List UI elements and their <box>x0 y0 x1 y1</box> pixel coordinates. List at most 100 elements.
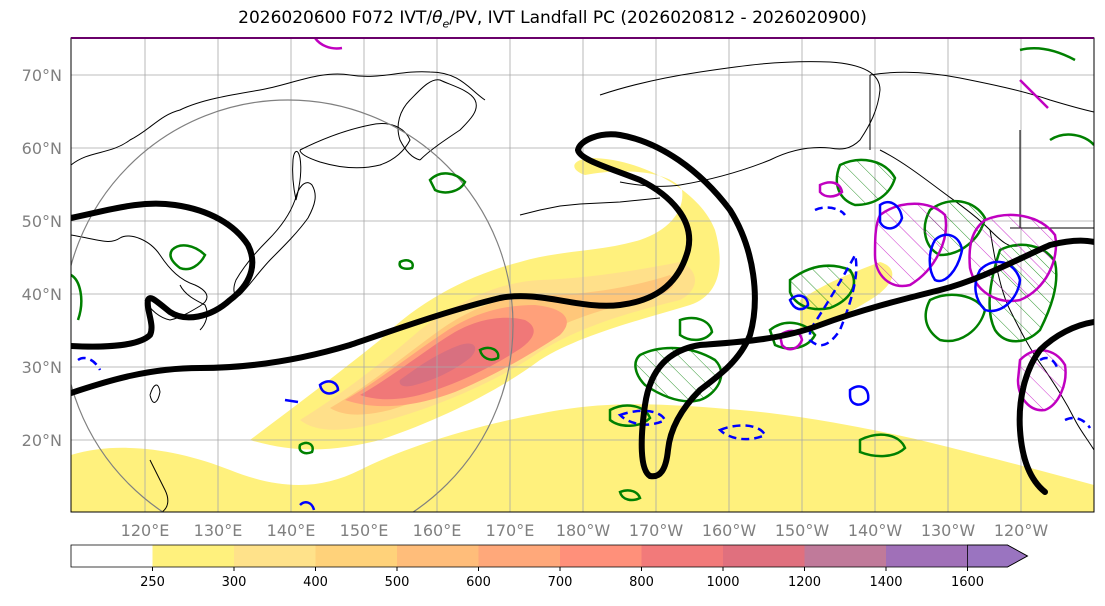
pv-contour-west <box>71 200 256 350</box>
pv-contour-main <box>71 131 1094 480</box>
colorbar-swatch <box>641 545 723 567</box>
blue-contour-dashed-5 <box>77 356 102 371</box>
map-title: 2026020600 F072 IVT/θe/PV, IVT Landfall … <box>238 8 867 31</box>
asia-interior <box>71 234 208 321</box>
ivt-shading <box>71 158 1094 512</box>
blue-contour-1 <box>878 201 904 230</box>
alaska-coast <box>599 61 881 187</box>
korea-coast <box>179 284 208 331</box>
green-contour-4 <box>678 316 714 342</box>
colorbar-tick-label: 300 <box>222 575 247 590</box>
lat-label-40: 40°N <box>22 285 62 304</box>
green-contour-15 <box>478 346 500 361</box>
colorbar-tick-labels: 250 300 400 500 600 700 800 1000 1200 1400 1600 <box>140 567 984 590</box>
lon-label-140e: 140°E <box>267 521 316 540</box>
blue-contour-2 <box>928 233 964 283</box>
green-contour-16 <box>618 489 642 502</box>
colorbar-swatches <box>70 544 1029 568</box>
green-contour-2 <box>428 172 467 194</box>
colorbar-tick-label: 600 <box>466 575 491 590</box>
magenta-contour-5 <box>818 181 844 198</box>
colorbar-swatch <box>886 545 968 567</box>
lon-label-140w: 140°W <box>848 521 903 540</box>
green-contour-11 <box>1049 133 1094 146</box>
blue-contour-3 <box>974 260 1022 313</box>
lon-label-120w: 120°W <box>994 521 1049 540</box>
lon-label-130w: 130°W <box>921 521 976 540</box>
green-contour-1 <box>169 244 207 271</box>
colorbar-swatch <box>723 545 805 567</box>
colorbar-tick-label: 250 <box>140 575 165 590</box>
radius-circle <box>71 99 514 512</box>
green-contour-12 <box>1019 47 1076 62</box>
sakhalin-coast <box>292 151 302 201</box>
magenta-contour-1 <box>873 202 948 288</box>
lon-label-130e: 130°E <box>194 521 243 540</box>
colorbar-tick-label: 1400 <box>869 575 902 590</box>
japan-coast <box>233 182 316 297</box>
green-contour-13 <box>858 433 907 458</box>
lon-label-160w: 160°W <box>702 521 757 540</box>
colorbar-swatch <box>152 545 234 567</box>
blue-contour-dashed-2 <box>717 424 767 441</box>
blue-contour-small <box>284 398 299 404</box>
longitude-labels: 120°E 130°E 140°E 150°E 160°E 170°E 180°… <box>121 521 1049 540</box>
blue-contour-dashed-1 <box>617 409 667 426</box>
colorbar-tick-label: 800 <box>629 575 654 590</box>
okhotsk-coast <box>299 123 411 169</box>
colorbar-swatch <box>315 545 397 567</box>
colorbar-swatch <box>234 545 316 567</box>
lat-label-70: 70°N <box>22 66 62 85</box>
blue-contour-small-2 <box>299 501 316 511</box>
colorbar-swatch <box>397 545 479 567</box>
colorbar-tick-label: 700 <box>548 575 573 590</box>
blue-contour-dashed-7 <box>1064 416 1092 429</box>
lon-label-180w: 180°W <box>556 521 611 540</box>
lat-label-30: 30°N <box>22 358 62 377</box>
lat-label-60: 60°N <box>22 139 62 158</box>
blue-contour-dashed-3 <box>808 251 858 347</box>
kamchatka-coast <box>397 79 477 161</box>
lon-label-150w: 150°W <box>775 521 830 540</box>
blue-contour-5 <box>318 380 340 395</box>
lon-label-170w: 170°W <box>629 521 684 540</box>
arctic-coast <box>869 71 1094 113</box>
colorbar-tick-label: 500 <box>385 575 410 590</box>
aleutian-chain <box>519 197 661 216</box>
colorbar-swatch <box>560 545 642 567</box>
magenta-contour-7 <box>1019 79 1049 109</box>
lon-label-160e: 160°E <box>413 521 462 540</box>
green-contour-14 <box>608 404 652 427</box>
green-contour-18 <box>398 259 414 270</box>
lon-label-170e: 170°E <box>486 521 535 540</box>
blue-contour-dashed-6 <box>1039 356 1060 371</box>
magenta-contours <box>313 38 1067 412</box>
ivt-band-250-south <box>71 404 1094 512</box>
latitude-labels: 70°N 60°N 50°N 40°N 30°N 20°N <box>22 66 62 450</box>
lon-label-150e: 150°E <box>340 521 389 540</box>
lat-label-50: 50°N <box>22 212 62 231</box>
colorbar-tick-label: 1600 <box>951 575 984 590</box>
blue-contour-6 <box>788 294 810 311</box>
green-contour-19 <box>71 273 83 321</box>
magenta-contour-2 <box>968 213 1058 303</box>
pv-contours <box>71 131 1094 495</box>
colorbar-tick-label: 1200 <box>788 575 821 590</box>
colorbar: 250 300 400 500 600 700 800 1000 1200 1400 1600 <box>70 544 1029 590</box>
green-contour-10 <box>924 293 987 343</box>
taiwan-coast <box>149 384 161 403</box>
lat-label-20: 20°N <box>22 431 62 450</box>
ivt-band-1000 <box>399 343 476 387</box>
blue-contour-4 <box>848 385 870 406</box>
colorbar-swatch <box>71 545 153 567</box>
colorbar-swatch <box>478 545 560 567</box>
colorbar-swatch <box>804 545 886 567</box>
blue-contour-dashed-4 <box>814 206 847 216</box>
asia-coast <box>71 71 486 166</box>
green-contour-17 <box>298 441 314 455</box>
colorbar-tick-label: 1000 <box>706 575 739 590</box>
green-contour-7 <box>835 158 897 207</box>
colorbar-frame <box>70 544 1029 568</box>
magenta-contour-6 <box>313 38 343 50</box>
